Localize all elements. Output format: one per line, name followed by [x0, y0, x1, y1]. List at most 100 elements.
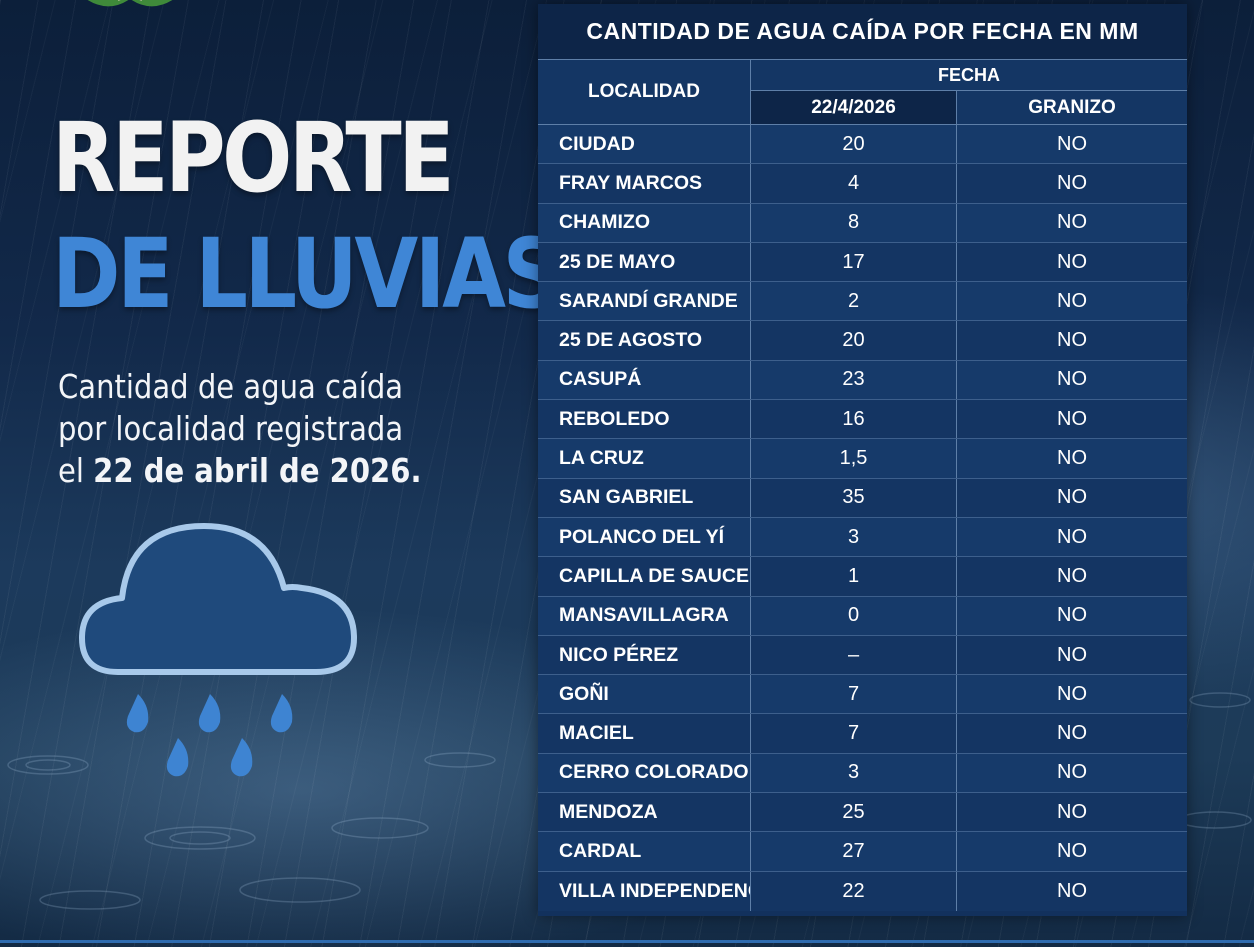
header-subcolumns: 22/4/2026 GRANIZO — [751, 91, 1187, 124]
cell-mm: 17 — [751, 242, 957, 282]
subtitle-line1: Cantidad de agua caída — [58, 367, 404, 406]
cell-granizo: NO — [1057, 368, 1087, 391]
table-row: LA CRUZ 1,5 NO — [538, 439, 1187, 479]
table-row: CASUPÁ 23 NO — [538, 360, 1187, 401]
rain-cloud-icon — [79, 523, 357, 777]
cell-granizo: NO — [1057, 722, 1087, 745]
cell-localidad: CASUPÁ — [538, 360, 751, 400]
cell-granizo: NO — [1057, 486, 1087, 509]
header-granizo: GRANIZO — [957, 91, 1187, 124]
table-row: CIUDAD 20 NO — [538, 125, 1187, 165]
table-row: 25 DE MAYO 17 NO — [538, 242, 1187, 283]
cell-localidad: VILLA INDEPENDENCIA — [538, 871, 751, 911]
subtitle-line3: el 22 de abril de 2026. — [58, 450, 421, 492]
cell-localidad: CERRO COLORADO — [538, 753, 751, 793]
header-localidad: LOCALIDAD — [538, 60, 751, 124]
cell-mm: 3 — [751, 753, 957, 793]
table-row: GOÑI 7 NO — [538, 675, 1187, 715]
table-row: MANSAVILLAGRA 0 NO — [538, 596, 1187, 636]
cell-mm: 8 — [751, 203, 957, 242]
table-row: NICO PÉREZ – NO — [538, 635, 1187, 676]
cell-localidad: CIUDAD — [538, 125, 751, 164]
cell-granizo: NO — [1057, 682, 1087, 705]
cell-mm: 1,5 — [751, 439, 957, 478]
header-right-group: FECHA 22/4/2026 GRANIZO — [751, 60, 1187, 124]
table-row: MACIEL 7 NO — [538, 714, 1187, 754]
cell-mm: 4 — [751, 164, 957, 203]
table-row: POLANCO DEL YÍ 3 NO — [538, 517, 1187, 558]
cell-granizo: NO — [1057, 604, 1087, 627]
cell-granizo: NO — [1057, 329, 1087, 352]
cell-mm: 35 — [751, 478, 957, 517]
cell-localidad: MENDOZA — [538, 793, 751, 832]
table-row: FRAY MARCOS 4 NO — [538, 164, 1187, 204]
cell-mm: 7 — [751, 714, 957, 753]
cell-localidad: MANSAVILLAGRA — [538, 596, 751, 635]
report-title-line1: REPORTE — [52, 102, 455, 214]
cell-granizo: NO — [1057, 132, 1087, 155]
cell-mm: 25 — [751, 793, 957, 832]
cell-localidad: GOÑI — [538, 675, 751, 714]
table-title: CANTIDAD DE AGUA CAÍDA POR FECHA EN MM — [538, 4, 1187, 60]
table-row: 25 DE AGOSTO 20 NO — [538, 321, 1187, 361]
table-row: MENDOZA 25 NO — [538, 793, 1187, 833]
cell-mm: 27 — [751, 832, 957, 871]
table-row: CAPILLA DE SAUCE 1 NO — [538, 557, 1187, 597]
table-row: VILLA INDEPENDENCIA22 NO — [538, 871, 1187, 911]
table-body: CIUDAD 20 NO FRAY MARCOS 4 NO CHAMIZO 8 NO 25 … — [538, 125, 1187, 911]
cell-mm: 1 — [751, 557, 957, 596]
table-row: SARANDÍ GRANDE 2 NO — [538, 282, 1187, 322]
cell-localidad: CAPILLA DE SAUCE — [538, 557, 751, 596]
cell-granizo: NO — [1057, 289, 1087, 312]
rainfall-table: CANTIDAD DE AGUA CAÍDA POR FECHA EN MM L… — [538, 4, 1187, 916]
cell-mm: 16 — [751, 400, 957, 439]
cell-localidad: CARDAL — [538, 832, 751, 871]
bottom-accent-line — [0, 940, 1254, 943]
cell-localidad: LA CRUZ — [538, 439, 751, 478]
cell-mm: 3 — [751, 517, 957, 557]
header-date: 22/4/2026 — [751, 91, 957, 124]
cell-granizo: NO — [1057, 250, 1087, 273]
cell-granizo: NO — [1057, 171, 1087, 194]
cell-mm: 0 — [751, 596, 957, 635]
cell-granizo: NO — [1057, 564, 1087, 587]
cell-granizo: NO — [1057, 407, 1087, 430]
cell-mm: 23 — [751, 360, 957, 400]
cell-localidad: POLANCO DEL YÍ — [538, 517, 751, 557]
subtitle-prefix: el — [58, 451, 84, 490]
table-row: CARDAL 27 NO — [538, 832, 1187, 872]
cell-localidad: NICO PÉREZ — [538, 635, 751, 675]
cell-mm: 20 — [751, 125, 957, 164]
cell-localidad: REBOLEDO — [538, 400, 751, 439]
cell-granizo: NO — [1057, 643, 1087, 666]
cell-localidad: FRAY MARCOS — [538, 164, 751, 203]
cell-granizo: NO — [1057, 879, 1087, 902]
cell-localidad: SARANDÍ GRANDE — [538, 282, 751, 321]
report-title-line2: DE LLUVIAS — [52, 218, 562, 330]
table-row: CERRO COLORADO 3 NO — [538, 753, 1187, 794]
cell-mm: 7 — [751, 675, 957, 714]
cell-localidad: MACIEL — [538, 714, 751, 753]
cell-localidad: CHAMIZO — [538, 203, 751, 242]
cell-localidad: 25 DE AGOSTO — [538, 321, 751, 360]
cell-mm: – — [751, 635, 957, 675]
cell-mm: 22 — [751, 871, 957, 911]
subtitle-line2: por localidad registrada — [58, 409, 404, 448]
cell-granizo: NO — [1057, 800, 1087, 823]
cell-granizo: NO — [1057, 525, 1087, 548]
table-row: CHAMIZO 8 NO — [538, 203, 1187, 243]
table-row: SAN GABRIEL 35 NO — [538, 478, 1187, 518]
cell-granizo: NO — [1057, 211, 1087, 234]
subtitle-date: 22 de abril de 2026. — [93, 451, 422, 490]
cell-localidad: 25 DE MAYO — [538, 242, 751, 282]
report-subtitle: Cantidad de agua caída por localidad reg… — [58, 366, 421, 492]
cell-mm: 2 — [751, 282, 957, 321]
table-header: LOCALIDAD FECHA 22/4/2026 GRANIZO — [538, 60, 1187, 125]
leaf-emblem-icon — [87, 0, 173, 7]
cell-mm: 20 — [751, 321, 957, 360]
table-row: REBOLEDO 16 NO — [538, 400, 1187, 440]
cell-granizo: NO — [1057, 761, 1087, 784]
header-fecha: FECHA — [751, 60, 1187, 91]
cell-granizo: NO — [1057, 839, 1087, 862]
cell-granizo: NO — [1057, 447, 1087, 470]
